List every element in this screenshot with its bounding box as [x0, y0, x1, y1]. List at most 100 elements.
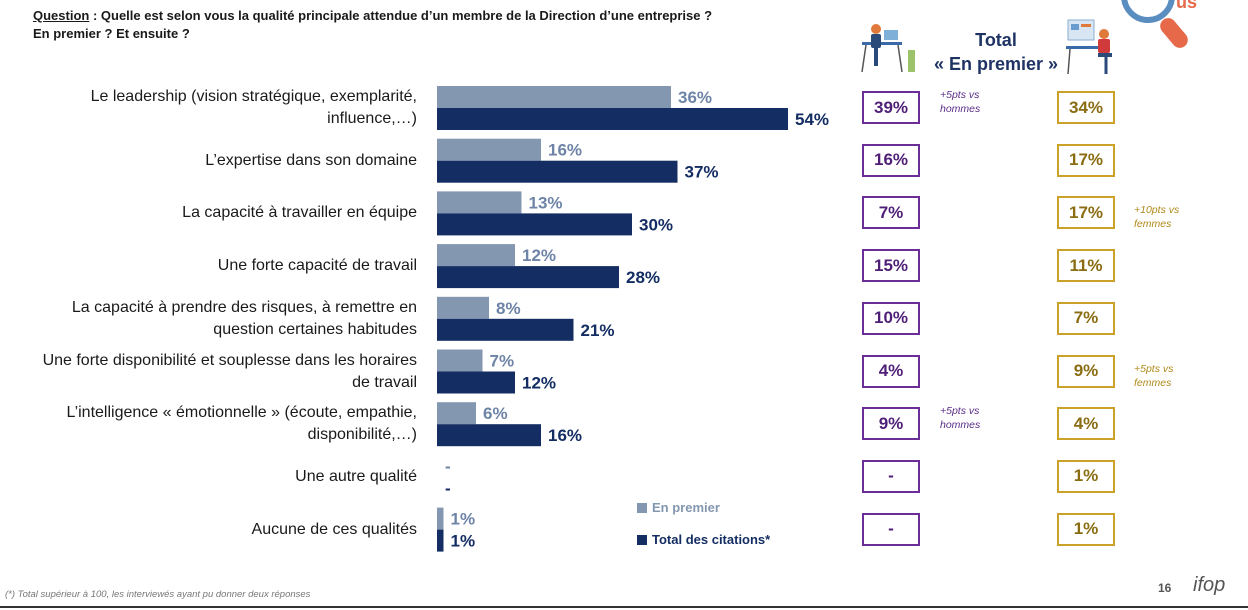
bar-total [437, 213, 632, 236]
bar-label-total: 1% [451, 532, 476, 551]
note-line: +5pts vs [940, 89, 980, 101]
ifop-logo: ifop [1193, 574, 1226, 596]
bar-label-total: 12% [522, 374, 556, 393]
category-label-line: Aucune de ces qualités [251, 520, 417, 538]
category-label-line: question certaines habitudes [213, 320, 417, 338]
men-value-box: 34% [1057, 91, 1115, 124]
page-number: 16 [1158, 581, 1172, 595]
legend-label-en-premier: En premier [652, 500, 720, 515]
bar-en-premier [437, 507, 444, 530]
category-label: Une forte disponibilité et souplesse dan… [0, 350, 417, 394]
category-label-line: Une forte capacité de travail [217, 257, 417, 275]
total-header-line1: Total [975, 30, 1017, 50]
women-value-box: 4% [862, 354, 920, 388]
bar-label-en-premier: 12% [522, 246, 556, 265]
legend-swatch-total [637, 534, 647, 545]
men-value-box: 4% [1057, 407, 1115, 441]
bar-label-total: 54% [795, 110, 829, 129]
category-label-line: L’intelligence « émotionnelle » (écoute,… [66, 404, 417, 422]
women-value-box: 7% [862, 196, 920, 230]
category-label: L’intelligence « émotionnelle » (écoute,… [0, 402, 417, 446]
bar-en-premier [437, 191, 522, 214]
bar-en-premier [437, 296, 489, 319]
bar-label-en-premier: 36% [678, 88, 712, 107]
bar-en-premier [437, 349, 483, 372]
bar-total [437, 318, 574, 341]
total-header-line2: « En premier » [933, 54, 1059, 74]
bar-label-total: 30% [639, 215, 673, 234]
bar-total [437, 424, 541, 447]
note-line: hommes [940, 419, 981, 432]
note-line: +5pts vs [1134, 362, 1174, 375]
legend-label-total: Total des citations* [652, 532, 771, 547]
legend-en-premier: En premier [637, 500, 720, 515]
bar-label-total: 28% [626, 268, 660, 287]
men-value-box: 9% [1057, 354, 1115, 388]
question: Question : Quelle est selon vous la qual… [33, 7, 712, 43]
bar-total [437, 108, 788, 130]
men-value-box: 1% [1057, 459, 1115, 493]
category-label-line: influence,…) [327, 110, 417, 127]
category-label: Le leadership (vision stratégique, exemp… [0, 86, 417, 130]
note-vs-femmes: +5pts vs femmes [1134, 362, 1173, 390]
category-label: Une forte capacité de travail [0, 255, 417, 277]
note-vs-hommes: +5pts vs hommes [940, 88, 980, 116]
category-label-line: disponibilité,…) [307, 426, 417, 444]
category-label-line: La capacité à prendre des risques, à rem… [71, 298, 417, 316]
women-value-box: - [862, 459, 920, 493]
bar-total [437, 160, 678, 183]
bar-label-en-premier: 6% [483, 404, 508, 423]
legend-total: Total des citations* [637, 532, 770, 547]
bar-label-en-premier: 7% [490, 352, 515, 371]
bar-en-premier [437, 244, 515, 267]
bar-en-premier [437, 402, 476, 425]
category-label-line: Le leadership (vision stratégique, exemp… [90, 88, 417, 105]
bar-total [437, 529, 444, 552]
note-line: +10pts vs [1134, 204, 1180, 217]
question-line2: En premier ? Et ensuite ? [33, 26, 190, 41]
legend-swatch-en-premier [637, 502, 647, 513]
bar-label-total: 16% [548, 426, 582, 445]
men-value-box: 11% [1057, 249, 1115, 283]
note-line: femmes [1134, 376, 1172, 389]
category-label: La capacité à travailler en équipe [0, 202, 417, 224]
women-value-box: 9% [862, 407, 920, 441]
category-label: La capacité à prendre des risques, à rem… [0, 297, 417, 341]
bar-en-premier [437, 86, 671, 108]
svg-text:us: us [1176, 0, 1197, 12]
footnote: (*) Total supérieur à 100, les interview… [5, 589, 311, 600]
category-label-line: de travail [352, 373, 417, 391]
magnifier-focus-icon: us [1121, 0, 1197, 48]
category-label-line: La capacité à travailler en équipe [182, 204, 417, 222]
bar-label-en-premier: 8% [496, 299, 521, 318]
bar-label-en-premier: - [445, 457, 451, 476]
women-value-box: 15% [862, 249, 920, 283]
question-text: : Quelle est selon vous la qualité princ… [89, 8, 713, 23]
note-line: +5pts vs [940, 405, 980, 418]
bar-label-en-premier: 16% [548, 141, 582, 160]
bar-label-en-premier: 13% [529, 193, 563, 212]
man-at-desk-icon [1066, 19, 1112, 75]
men-value-box: 1% [1057, 512, 1115, 546]
category-label-line: L’expertise dans son domaine [205, 151, 417, 169]
note-vs-femmes: +10pts vs femmes [1134, 203, 1179, 231]
bar-label-total: 37% [685, 163, 719, 182]
category-label-line: Une autre qualité [295, 467, 417, 485]
note-line: femmes [1134, 218, 1172, 231]
women-value-box: 16% [862, 143, 920, 177]
total-header: Total « En premier » [930, 28, 1062, 76]
bottom-divider [0, 606, 1248, 608]
men-value-box: 17% [1057, 143, 1115, 177]
bar-label-total: 21% [581, 321, 615, 340]
bar-label-total: - [445, 479, 451, 498]
note-vs-hommes: +5pts vs hommes [940, 404, 980, 432]
women-value-box: 39% [862, 91, 920, 124]
note-line: hommes [940, 103, 981, 115]
bar-total [437, 266, 619, 289]
category-label-line: Une forte disponibilité et souplesse dan… [42, 351, 417, 369]
category-label: Aucune de ces qualités [0, 519, 417, 541]
woman-at-desk-icon [861, 24, 915, 73]
bar-en-premier [437, 138, 541, 161]
category-label: L’expertise dans son domaine [0, 150, 417, 172]
